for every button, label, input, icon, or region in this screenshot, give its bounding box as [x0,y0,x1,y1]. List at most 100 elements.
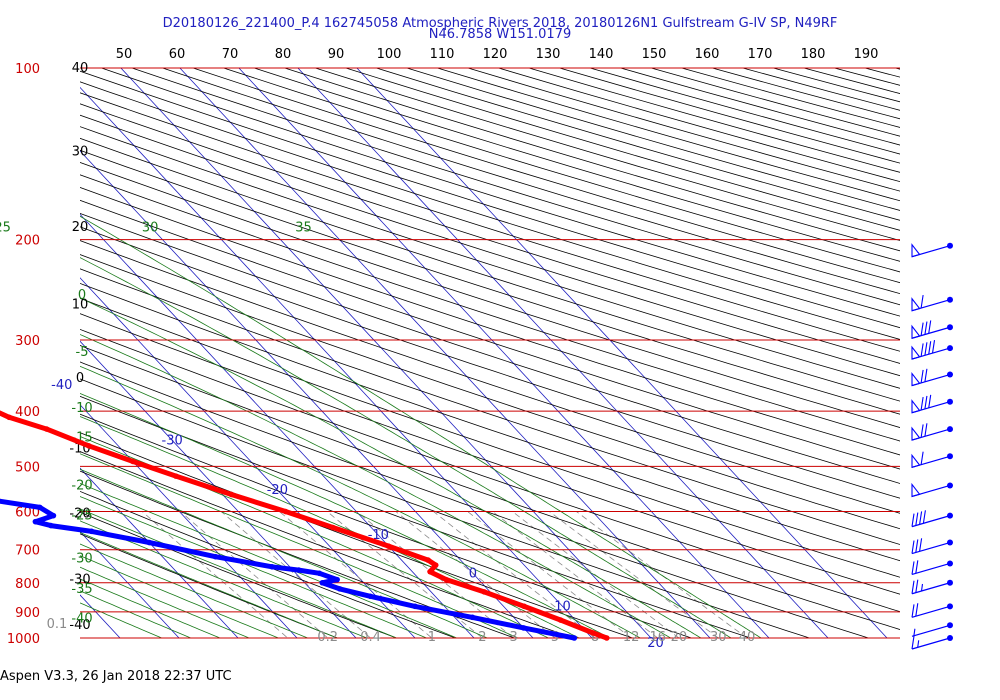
mixing-ratio-label: 0.4 [360,630,381,645]
moist-adiabat-line [80,555,280,638]
wind-barb [911,482,953,498]
dewpoint-point [571,635,578,641]
mixing-ratio-label: 0.1 [47,617,68,632]
potential-temp-label: 50 [116,47,133,62]
dry-adiabat-line [80,174,900,442]
dewpoint-point [319,579,326,586]
dry-adiabat-line [80,345,900,630]
pressure-label: 700 [15,544,40,559]
temperature-point [330,524,336,531]
dry-adiabat-line [80,490,457,638]
dry-adiabat-line [80,378,811,638]
temperature-point [443,576,450,583]
moist-adiabat-line [80,416,581,638]
left-moist-label: -25 [71,509,92,524]
dry-adiabat-line [80,240,900,514]
wind-barb [911,579,953,595]
dewpoint-point [269,563,275,570]
dry-adiabat-line [80,213,900,484]
potential-temp-label: 80 [275,47,292,62]
mixing-ratio-label: 2 [478,630,486,645]
isotherm-line [0,55,13,650]
dewpoint-point [0,498,2,504]
left-moist-label: -10 [71,401,92,416]
dewpoint-point [412,603,418,610]
temperature-point [521,603,528,610]
dewpoint-point [32,518,39,525]
wind-barb [911,423,953,441]
dry-adiabat-line [80,149,900,415]
mixing-ratio-line [467,511,632,638]
pressure-label: 100 [15,62,40,77]
isotherm-line [80,530,180,638]
dry-adiabat-line [710,68,900,120]
temperature-point [228,491,235,498]
dry-adiabat-line [80,114,900,377]
isotherm-line [120,68,652,638]
potential-temp-label: 110 [430,47,455,62]
left-moist-label: -5 [76,345,89,360]
potential-temp-label: 180 [801,47,826,62]
mixing-ratio-label: 16 [649,630,666,645]
dry-adiabat-line [558,68,900,164]
left-moist-label: -30 [71,551,92,566]
temperature-trace [0,410,610,641]
dry-adiabat-line [80,70,900,329]
temperature-point [481,589,488,595]
moist-adiabat-line [80,334,672,638]
dry-adiabat-line [130,68,900,306]
pressure-label: 300 [15,334,40,349]
moist-adiabat-line [80,215,762,638]
potential-temp-label: 140 [589,47,614,62]
wind-barb [911,320,953,339]
dry-adiabat-line [80,511,398,638]
wind-barb [911,603,953,618]
dry-adiabat-line [80,451,575,638]
temperature-point [6,414,12,421]
dry-adiabat-line [80,413,693,638]
dewpoint-point [367,593,374,600]
dry-adiabat-line [80,282,900,562]
mixing-ratio-label: 5 [551,630,559,645]
temperature-point [173,473,179,479]
wind-barb [911,451,953,469]
left-temp-label: 20 [72,220,89,235]
dry-adiabat-line [80,81,900,340]
moist-adiabat-line [80,508,398,638]
dry-adiabat-line [863,68,900,78]
isotherm-line [80,404,298,638]
isotherm-label: 20 [647,636,664,651]
wind-barb [911,538,953,555]
wind-barb [911,242,953,258]
dry-adiabat-line [80,395,752,638]
dry-adiabat-line [436,68,900,202]
dry-adiabat-line [741,68,900,111]
dewpoint-point [520,625,527,631]
dry-adiabat-line [80,226,900,499]
isotherm-label: 0 [469,566,477,581]
footer-text: Aspen V3.3, 26 Jan 2018 22:37 UTC [0,669,232,684]
plot-area [0,42,1000,650]
pressure-label: 200 [15,234,40,249]
mixing-ratio-label: 12 [623,630,640,645]
wind-barb [911,340,953,360]
isotherm-line [80,213,475,638]
temperature-point [43,426,50,432]
temperature-point [432,562,439,568]
wind-barb [911,560,953,576]
dewpoint-point [50,512,57,519]
dry-adiabat-line [80,199,900,470]
wind-barb [911,622,953,637]
potential-temp-label: 170 [748,47,773,62]
dewpoint-point [316,570,323,577]
mixing-ratio-label: 20 [671,630,688,645]
potential-temp-label: 190 [854,47,879,62]
moist-adiabat-line [80,578,222,638]
dry-adiabat-line [80,268,900,545]
left-temp-label: -30 [69,573,90,588]
temperature-point [427,568,433,575]
dewpoint-point [334,576,340,583]
dry-adiabat-line [856,42,1000,650]
dry-adiabat-line [80,328,900,613]
dry-adiabat-line [80,103,900,364]
